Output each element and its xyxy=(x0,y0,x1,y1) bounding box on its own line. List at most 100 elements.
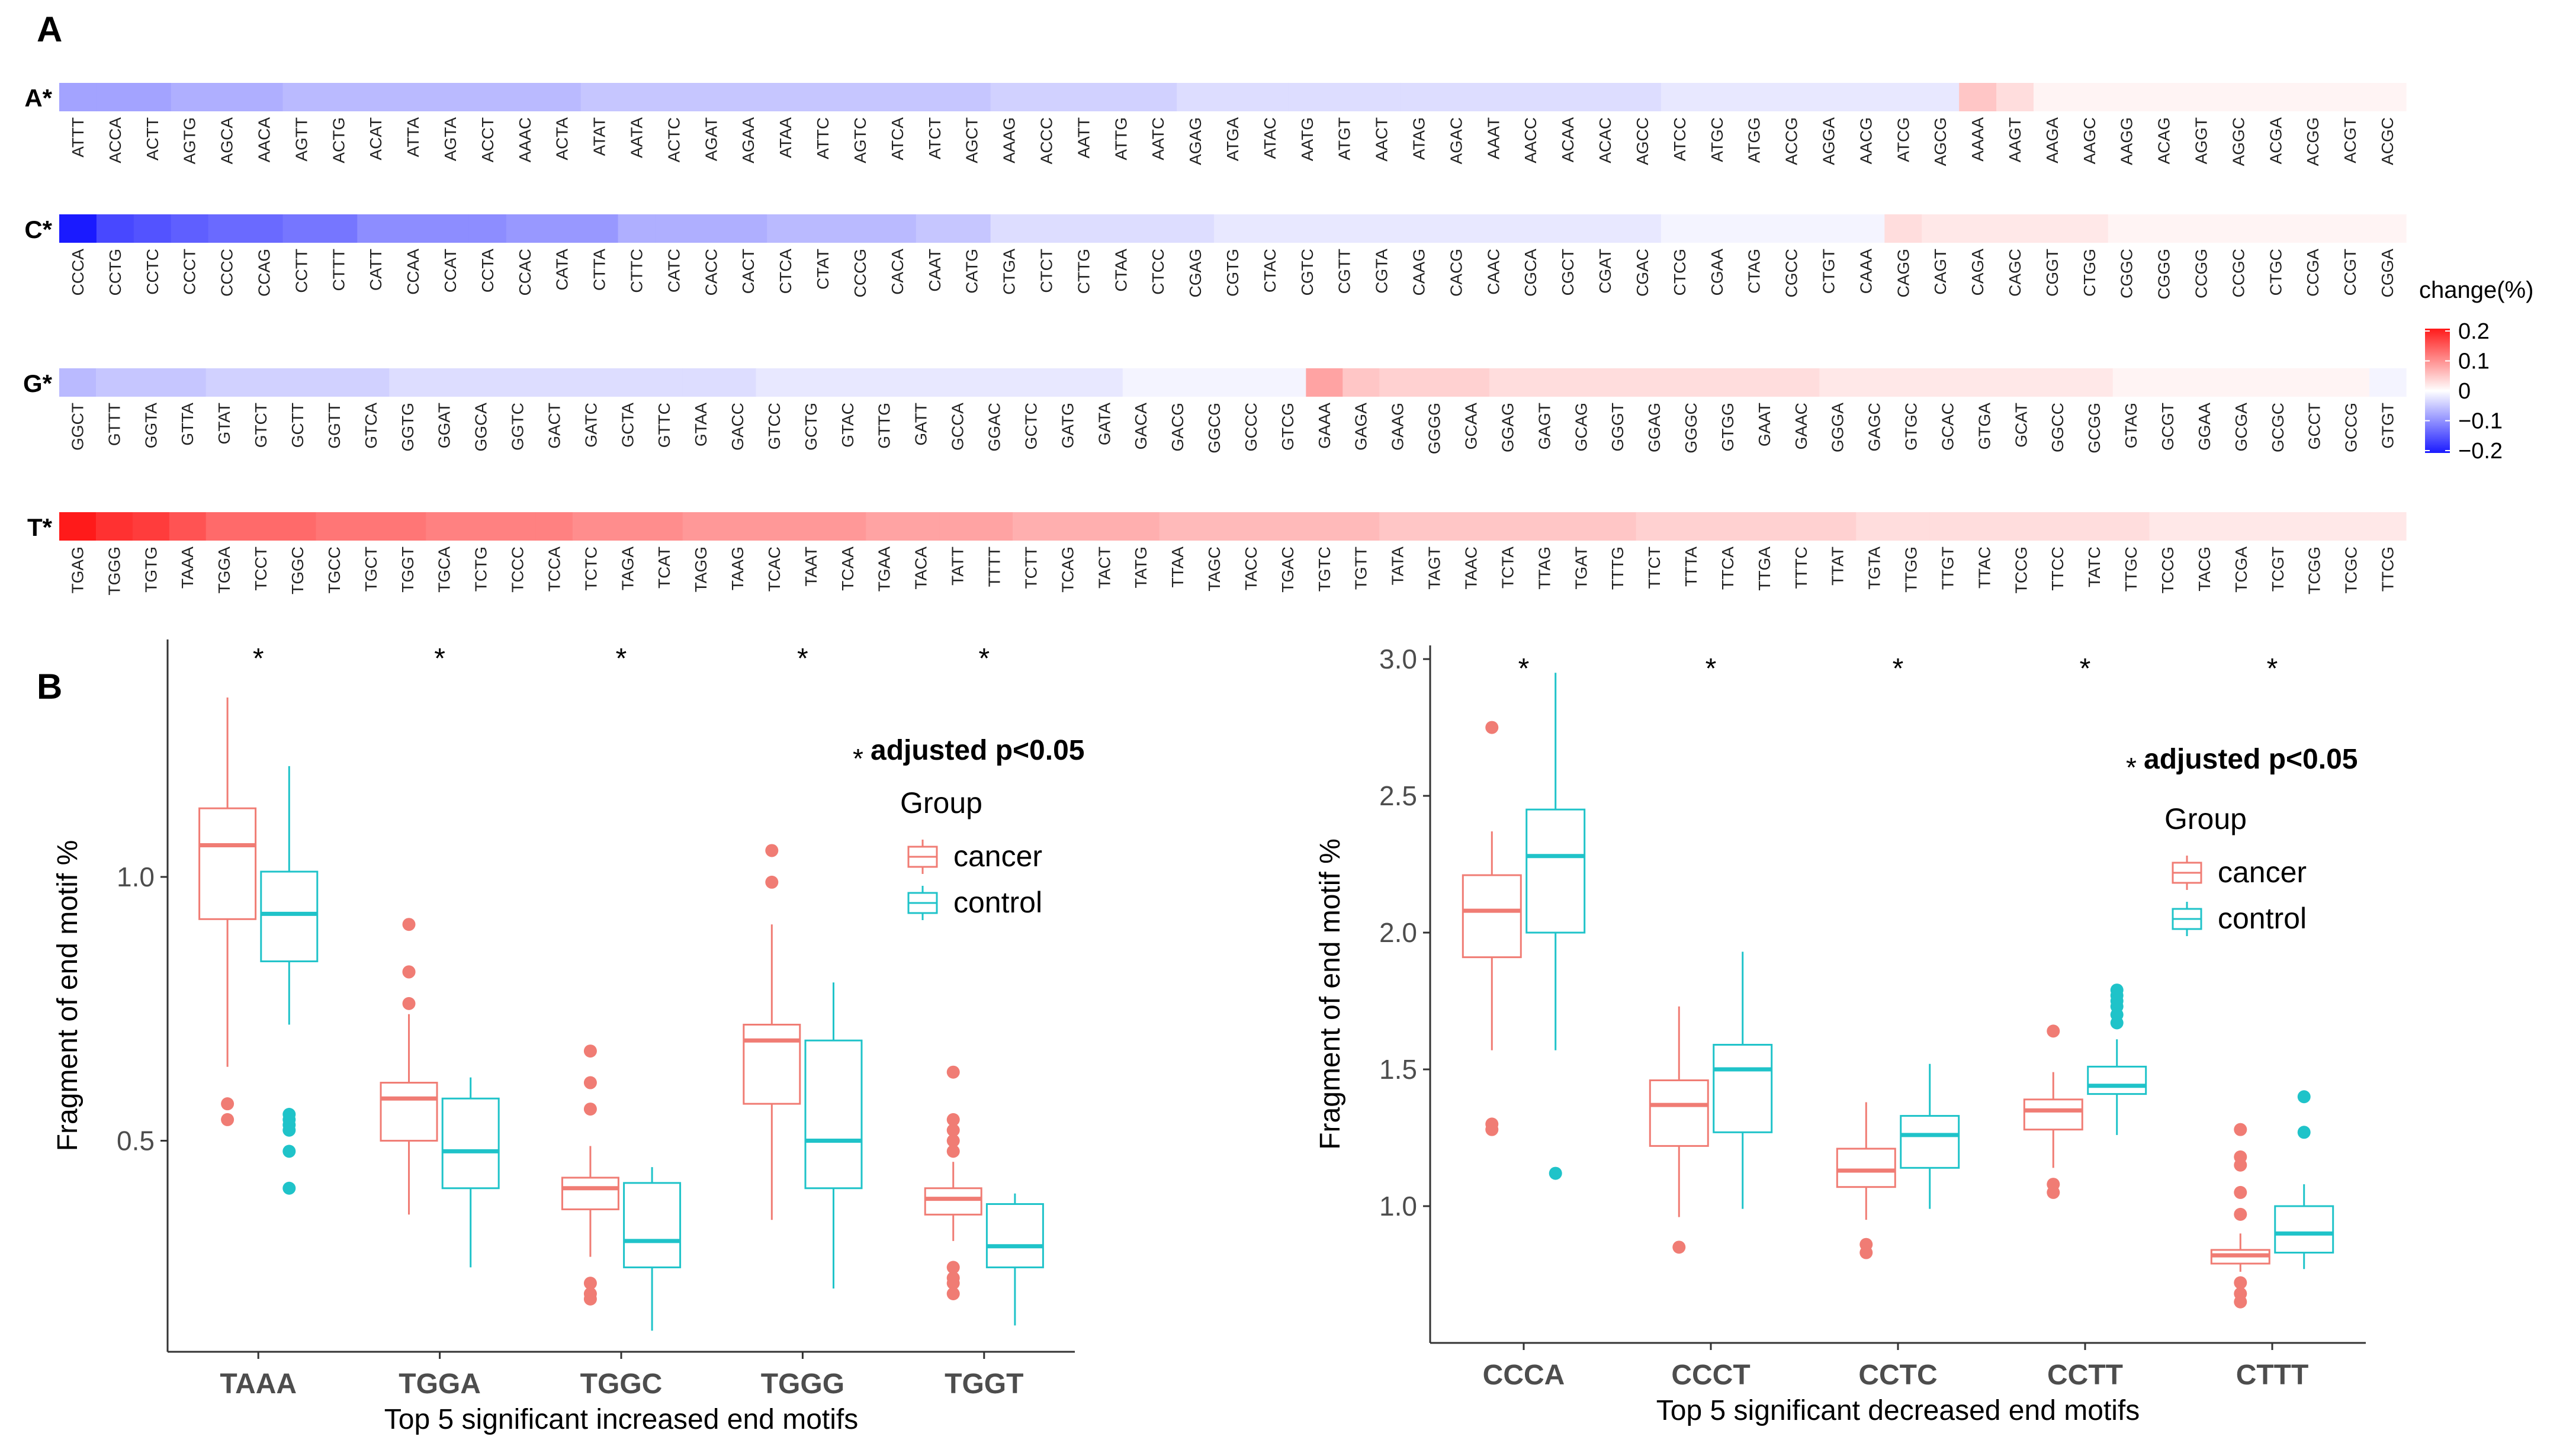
heatmap-motif-label: ACTG xyxy=(329,117,348,163)
heatmap-cell xyxy=(1085,368,1123,397)
heatmap-legend: change(%) 0.2 0.1 0 −0.1 −0.2 xyxy=(2419,277,2533,464)
outlier-point xyxy=(221,1097,235,1111)
outlier-point xyxy=(282,1145,296,1158)
heatmap-motif-label: GAGA xyxy=(1352,403,1370,451)
box-control-taaa xyxy=(260,766,319,1195)
heatmap-cell xyxy=(320,214,358,243)
x-tick-label: TGGA xyxy=(399,1368,481,1400)
outlier-point xyxy=(946,1261,960,1274)
heatmap-motif-label: TCCA xyxy=(545,547,563,592)
heatmap-cell xyxy=(394,83,432,111)
heatmap-cell xyxy=(279,368,317,397)
heatmap-cell xyxy=(1965,512,2003,541)
significance-star: * xyxy=(2267,653,2278,684)
heatmap-motif-label: ATAA xyxy=(776,117,795,158)
heatmap-motif-label: GTCG xyxy=(1279,403,1297,451)
heatmap-motif-label: TCGA xyxy=(2232,547,2250,593)
box-control-tggg xyxy=(804,982,863,1289)
outlier-point xyxy=(583,1292,597,1306)
heatmap-cell xyxy=(1139,214,1177,243)
heatmap-motif-label: AATG xyxy=(1298,117,1316,161)
heatmap-motif-label: GATA xyxy=(1095,403,1113,445)
heatmap-cell xyxy=(572,368,610,397)
heatmap-cell xyxy=(692,214,730,243)
heatmap-cell xyxy=(1065,214,1103,243)
heatmap-motif-label: CACG xyxy=(1447,249,1465,297)
heatmap-cell xyxy=(1475,214,1512,243)
x-tick-label: CCCA xyxy=(1483,1359,1565,1391)
heatmap-motif-label: GTTC xyxy=(655,403,673,448)
heatmap-motif-label: GAGT xyxy=(1535,403,1553,449)
heatmap-cell xyxy=(2108,214,2146,243)
box-cancer-cctt xyxy=(2023,1024,2083,1199)
heatmap-motif-label: ACAG xyxy=(2155,117,2173,164)
heatmap-cell xyxy=(953,214,991,243)
heatmap-cell xyxy=(133,214,172,243)
heatmap-cell xyxy=(1884,83,1922,111)
heatmap-cell xyxy=(1214,214,1252,243)
heatmap-cell xyxy=(96,83,134,111)
heatmap-motif-label: ATCC xyxy=(1671,117,1689,161)
heatmap-motif-label: GCGC xyxy=(2269,403,2287,452)
box-control-ccca xyxy=(1525,673,1586,1180)
heatmap-cell xyxy=(316,512,353,541)
heatmap-cell xyxy=(792,368,830,397)
outlier-point xyxy=(946,1145,960,1158)
heatmap-motif-label: ACTT xyxy=(143,117,162,160)
heatmap-cell xyxy=(242,512,280,541)
y-axis-title: Fragment of end motif % xyxy=(1315,838,1346,1150)
outlier-point xyxy=(946,1134,960,1148)
heatmap-cell xyxy=(208,83,246,111)
heatmap-cell xyxy=(1085,512,1123,541)
heatmap-motif-label: ACAT xyxy=(367,117,385,160)
heatmap-cell xyxy=(1810,214,1848,243)
heatmap-cell xyxy=(730,214,767,243)
outlier-point xyxy=(765,844,779,857)
heatmap-motif-label: TAGA xyxy=(618,547,637,590)
heatmap-cell xyxy=(2145,83,2183,111)
heatmap-motif-label: GATG xyxy=(1058,403,1077,448)
heatmap-cell xyxy=(1672,368,1710,397)
heatmap-cell xyxy=(1512,214,1550,243)
heatmap-motif-label: ACCA xyxy=(106,117,124,163)
heatmap-motif-label: TTTA xyxy=(1682,547,1700,587)
heatmap-motif-label: GCTC xyxy=(1022,403,1040,449)
heatmap-motif-label: CCCT xyxy=(181,249,199,295)
heatmap-cell xyxy=(692,83,730,111)
heatmap-cell xyxy=(1847,83,1885,111)
heatmap-motif-label: AACA xyxy=(255,117,273,163)
heatmap-cell xyxy=(1959,214,1997,243)
heatmap-cell xyxy=(866,512,903,541)
outlier-point xyxy=(583,1044,597,1058)
heatmap-cell xyxy=(719,512,757,541)
outlier-point xyxy=(402,918,416,931)
significance-star: * xyxy=(434,643,445,674)
heatmap-motif-label: GTAT xyxy=(215,403,233,445)
outlier-point xyxy=(282,1123,296,1137)
heatmap-cell xyxy=(432,214,470,243)
heatmap-motif-label: AAGA xyxy=(2043,117,2061,163)
heatmap-motif-label: AGCC xyxy=(1633,117,1652,165)
heatmap-motif-label: TCTT xyxy=(1022,547,1040,589)
heatmap-cell xyxy=(878,214,917,243)
heatmap-cell xyxy=(357,83,395,111)
heatmap-cell xyxy=(1772,83,1811,111)
heatmap-cell xyxy=(1027,214,1066,243)
heatmap-cell xyxy=(1599,368,1637,397)
box-control-tggt xyxy=(985,1193,1044,1326)
heatmap-motif-label: GCCT xyxy=(2305,403,2324,449)
outlier-point xyxy=(1485,1123,1499,1136)
heatmap-motif-label: CGCT xyxy=(1559,249,1577,295)
heatmap-motif-label: ATAG xyxy=(1410,117,1428,160)
heatmap-cell xyxy=(1065,83,1103,111)
heatmap-motif-label: AGAT xyxy=(702,117,720,161)
heatmap-motif-label: CTCC xyxy=(1149,249,1167,295)
heatmap-motif-label: TAGG xyxy=(692,547,710,592)
heatmap-cell xyxy=(1049,368,1087,397)
heatmap-motif-label: CAAC xyxy=(1484,249,1502,295)
heatmap-motif-label: CGCC xyxy=(1782,249,1801,297)
heatmap-cell xyxy=(1965,368,2003,397)
heatmap-motif-label: GACA xyxy=(1132,403,1150,450)
heatmap-cell xyxy=(1856,368,1893,397)
significance-star: * xyxy=(253,643,264,674)
